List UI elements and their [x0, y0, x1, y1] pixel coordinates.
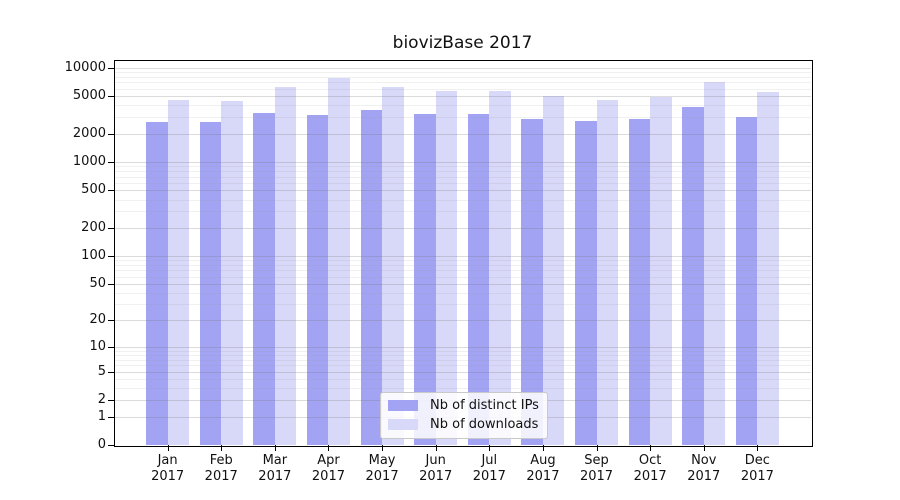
y-tick-mark-1: [108, 416, 114, 418]
y-tick-mark-20: [108, 320, 114, 322]
y-tick-mark-2000: [108, 133, 114, 135]
bar-downloads-sep: [596, 99, 619, 445]
bar-downloads-jan: [167, 99, 190, 445]
x-tick-label-aug: Aug 2017: [526, 453, 560, 484]
x-tick-mark-feb: [221, 445, 223, 451]
y-tick-mark-500: [108, 190, 114, 192]
legend-row-distinct-ips: Nb of distinct IPs: [388, 397, 539, 414]
bar-distinct-ips-jun: [414, 113, 436, 445]
y-tick-label-10: 10: [89, 338, 106, 354]
legend: Nb of distinct IPs Nb of downloads: [380, 392, 548, 439]
bar-downloads-dec: [757, 91, 779, 445]
y-tick-label-50: 50: [89, 275, 106, 291]
bar-distinct-ips-apr: [306, 114, 329, 445]
legend-swatch-distinct-ips: [388, 400, 418, 411]
y-tick-mark-10000: [108, 67, 114, 69]
legend-label-distinct-ips: Nb of distinct IPs: [430, 398, 539, 413]
bar-distinct-ips-feb: [199, 121, 222, 445]
x-tick-mark-oct: [650, 445, 652, 451]
y-tick-label-2: 2: [97, 392, 106, 407]
x-tick-mark-sep: [596, 445, 598, 451]
bar-downloads-apr: [328, 77, 350, 445]
x-tick-label-nov: Nov 2017: [687, 453, 721, 484]
x-tick-label-feb: Feb 2017: [204, 453, 238, 484]
y-tick-label-10000: 10000: [64, 59, 106, 75]
y-tick-mark-10: [108, 346, 114, 348]
x-tick-mark-jul: [489, 445, 491, 451]
bar-distinct-ips-aug: [521, 118, 543, 445]
gridline-minor-8000: [114, 76, 811, 78]
x-tick-label-may: May 2017: [365, 453, 399, 484]
bar-distinct-ips-may: [360, 109, 383, 445]
bar-distinct-ips-dec: [735, 116, 758, 445]
x-tick-label-mar: Mar 2017: [258, 453, 292, 484]
y-tick-label-100: 100: [81, 247, 106, 263]
y-tick-label-500: 500: [81, 182, 106, 198]
y-tick-mark-50: [108, 283, 114, 285]
x-tick-label-dec: Dec 2017: [740, 453, 774, 484]
y-tick-mark-100: [108, 255, 114, 257]
y-tick-label-2000: 2000: [72, 125, 106, 141]
x-tick-mark-jun: [435, 445, 437, 451]
y-tick-label-200: 200: [81, 219, 106, 235]
x-tick-label-sep: Sep 2017: [579, 453, 614, 484]
y-tick-label-1000: 1000: [72, 154, 106, 170]
legend-swatch-downloads: [388, 419, 418, 430]
x-tick-label-oct: Oct 2017: [633, 453, 667, 484]
x-tick-label-jun: Jun 2017: [419, 453, 453, 484]
legend-label-downloads: Nb of downloads: [430, 417, 539, 432]
bar-downloads-nov: [703, 81, 726, 445]
x-tick-label-jul: Jul 2017: [472, 453, 506, 484]
bar-distinct-ips-mar: [253, 112, 275, 445]
bar-distinct-ips-sep: [575, 120, 597, 445]
bar-downloads-oct: [650, 96, 672, 445]
x-tick-label-jan: Jan 2017: [151, 453, 185, 484]
y-tick-mark-0: [108, 445, 114, 446]
gridline-minor-9000: [114, 72, 811, 74]
bar-downloads-jul: [489, 90, 511, 445]
y-tick-label-1: 1: [97, 408, 106, 424]
x-tick-mark-may: [382, 445, 384, 451]
gridline-major-10000: [114, 67, 811, 69]
bar-downloads-feb: [221, 100, 243, 445]
bar-distinct-ips-oct: [628, 118, 651, 445]
x-tick-mark-aug: [542, 445, 544, 451]
bar-distinct-ips-jul: [467, 114, 490, 445]
y-tick-mark-200: [108, 227, 114, 229]
x-tick-mark-jan: [167, 445, 169, 451]
y-tick-label-0: 0: [97, 437, 106, 452]
bar-distinct-ips-nov: [682, 107, 704, 445]
x-tick-mark-nov: [703, 445, 705, 451]
x-tick-mark-apr: [328, 445, 330, 451]
legend-row-downloads: Nb of downloads: [388, 416, 539, 433]
y-tick-mark-1000: [108, 162, 114, 164]
x-tick-mark-dec: [757, 445, 759, 451]
y-tick-mark-5000: [108, 96, 114, 98]
y-tick-label-5000: 5000: [72, 88, 106, 104]
y-tick-mark-5: [108, 371, 114, 373]
x-tick-mark-mar: [274, 445, 276, 451]
chart-title: biovizBase 2017: [392, 33, 533, 53]
y-tick-mark-2: [108, 400, 114, 401]
bar-downloads-jun: [435, 91, 458, 445]
bar-downloads-may: [382, 87, 404, 445]
bar-downloads-aug: [542, 95, 565, 445]
x-tick-label-apr: Apr 2017: [311, 453, 345, 484]
y-tick-label-5: 5: [97, 363, 106, 379]
y-tick-label-20: 20: [89, 312, 106, 328]
bar-downloads-mar: [274, 87, 297, 445]
bar-distinct-ips-jan: [146, 122, 168, 445]
